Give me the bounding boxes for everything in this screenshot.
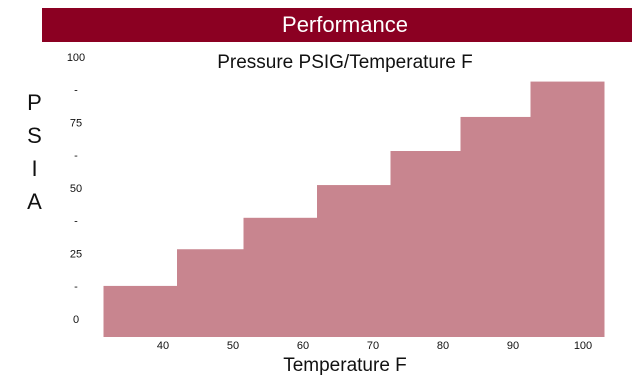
- y-tick-label: 50: [70, 183, 82, 195]
- header-bar: [42, 8, 632, 42]
- y-tick-label: 0: [73, 314, 79, 326]
- step-bar: [460, 116, 531, 337]
- y-tick-label: -: [74, 85, 78, 97]
- x-tick-label: 40: [157, 340, 169, 352]
- y-tick-label: -: [74, 150, 78, 162]
- x-tick-label: 70: [367, 340, 379, 352]
- chart-title: Pressure PSIG/Temperature F: [217, 52, 473, 73]
- y-tick-label: 75: [70, 117, 82, 129]
- x-tick-label: 90: [507, 340, 519, 352]
- x-axis-title: Temperature F: [283, 355, 407, 376]
- y-tick-label: -: [74, 281, 78, 293]
- x-tick-label: 60: [297, 340, 309, 352]
- step-bar: [177, 249, 244, 337]
- y-tick-label: 25: [70, 248, 82, 260]
- x-tick-label: 100: [574, 340, 592, 352]
- x-tick-label: 50: [227, 340, 239, 352]
- x-tick-label: 80: [437, 340, 449, 352]
- step-bar: [530, 81, 605, 338]
- y-axis-title: PSIA: [22, 90, 47, 222]
- step-bar: [317, 185, 391, 337]
- y-tick-label: -: [74, 216, 78, 228]
- step-bar: [243, 217, 318, 337]
- header-title: Performance: [282, 12, 408, 37]
- step-bar: [103, 285, 178, 337]
- y-tick-label: 100: [67, 52, 85, 64]
- step-bar: [390, 151, 461, 337]
